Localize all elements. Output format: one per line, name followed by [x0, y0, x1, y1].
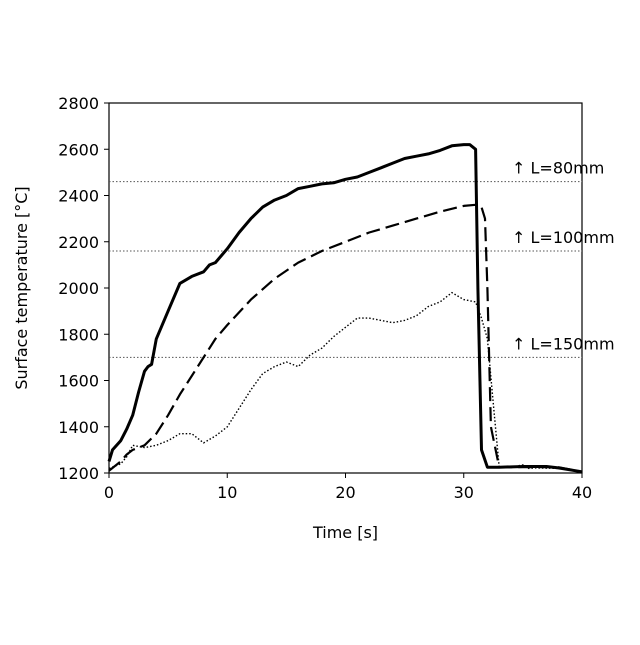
y-tick-label: 1400 [58, 418, 99, 437]
x-axis-title: Time [s] [312, 523, 378, 542]
y-tick-label: 1800 [58, 325, 99, 344]
reference-line-label: ↑ L=150mm [512, 334, 615, 353]
series-line-solid [109, 145, 582, 472]
x-tick-label: 10 [217, 483, 237, 502]
reference-line-label: ↑ L=100mm [512, 228, 615, 247]
y-tick-label: 2200 [58, 233, 99, 252]
series-group [109, 145, 582, 472]
x-axis-ticks: 0 10 20 30 40 [104, 473, 592, 502]
x-tick-label: 20 [335, 483, 355, 502]
annotations: ↑ L=80mm ↑ L=100mm ↑ L=150mm [512, 159, 615, 354]
y-tick-label: 2000 [58, 279, 99, 298]
reference-lines [109, 182, 582, 358]
x-tick-label: 40 [572, 483, 592, 502]
x-tick-label: 0 [104, 483, 114, 502]
y-tick-label: 2600 [58, 140, 99, 159]
series-line-dotted [109, 293, 582, 472]
y-tick-label: 2400 [58, 187, 99, 206]
y-axis-ticks: 1200 1400 1600 1800 2000 2200 2400 2600 2800 [58, 94, 109, 483]
y-tick-label: 1600 [58, 372, 99, 391]
y-axis-title: Surface temperature [°C] [12, 186, 31, 389]
y-tick-label: 1200 [58, 464, 99, 483]
y-tick-label: 2800 [58, 94, 99, 113]
x-tick-label: 30 [454, 483, 474, 502]
reference-line-label: ↑ L=80mm [512, 159, 604, 178]
